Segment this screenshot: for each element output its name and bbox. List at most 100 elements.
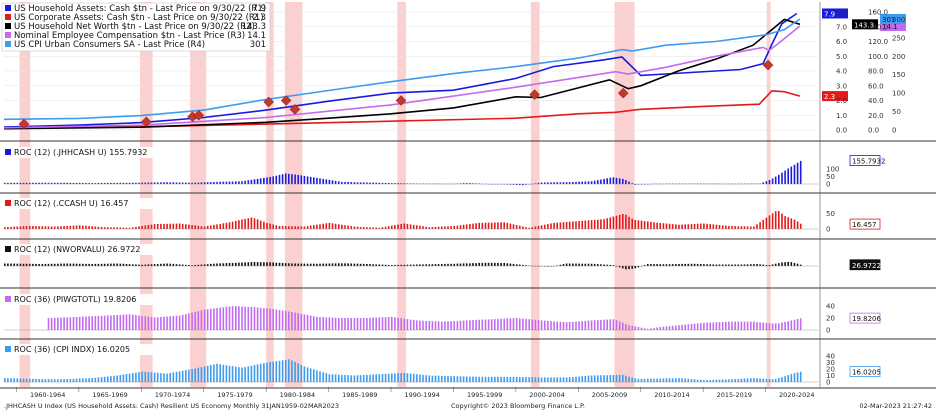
roc3-bar bbox=[659, 264, 661, 266]
roc1-legend-label: ROC (12) (.JHHCASH U) 155.7932 bbox=[14, 148, 147, 157]
roc3-bar bbox=[66, 263, 68, 266]
roc2-bar bbox=[709, 224, 711, 229]
roc5-bar bbox=[472, 376, 474, 382]
roc5-bar bbox=[316, 370, 318, 382]
roc3-bar bbox=[250, 262, 253, 266]
roc2-bar bbox=[13, 226, 15, 229]
roc2-bar bbox=[391, 225, 393, 229]
roc2-bar bbox=[25, 226, 28, 229]
roc2-bar bbox=[122, 227, 125, 229]
roc3-bar bbox=[771, 264, 774, 266]
x-tick-label: 2005-2009 bbox=[592, 391, 627, 399]
roc1-bar bbox=[347, 182, 349, 184]
roc5-bar bbox=[213, 364, 215, 382]
roc3-bar bbox=[681, 263, 683, 266]
roc1-bar bbox=[125, 182, 128, 184]
roc2-bar bbox=[437, 226, 440, 229]
legend-swatch bbox=[5, 41, 11, 47]
roc4-bar bbox=[790, 320, 793, 330]
roc2-bar bbox=[91, 226, 93, 229]
roc5-bar bbox=[41, 379, 44, 382]
roc5-bar bbox=[191, 369, 193, 382]
roc2-bar bbox=[75, 225, 78, 229]
roc2-bar bbox=[72, 225, 75, 229]
axis-R2-tick: 20.0 bbox=[868, 112, 884, 120]
roc3-bar bbox=[400, 264, 402, 266]
roc1-bar bbox=[306, 176, 309, 184]
roc1-last-tag-text: 155.7932 bbox=[852, 158, 885, 166]
recession-band bbox=[397, 2, 407, 387]
roc3-bar bbox=[200, 264, 203, 266]
last-value-tag-text: 143.3 bbox=[854, 21, 874, 29]
roc4-bar bbox=[147, 316, 150, 330]
roc3-bar bbox=[746, 264, 749, 266]
roc1-bar bbox=[169, 182, 171, 184]
roc3-bar bbox=[725, 264, 727, 266]
roc5-bar bbox=[537, 377, 540, 382]
roc3-bar bbox=[728, 264, 730, 266]
roc5-bar bbox=[753, 378, 755, 382]
roc4-bar bbox=[578, 321, 580, 330]
roc5-bar bbox=[434, 375, 437, 382]
roc1-bar bbox=[238, 181, 240, 184]
roc1-bar bbox=[250, 179, 253, 184]
roc4-bar bbox=[709, 322, 711, 330]
roc4-bar bbox=[625, 324, 627, 330]
roc3-legend-bg bbox=[3, 244, 163, 255]
roc3-bar bbox=[490, 262, 493, 266]
roc3-bar bbox=[269, 262, 271, 266]
roc4-bar bbox=[328, 317, 331, 330]
roc2-bar bbox=[681, 224, 683, 229]
roc5-bar bbox=[291, 360, 293, 382]
roc5-bar bbox=[16, 378, 19, 382]
roc5-bar bbox=[540, 377, 543, 382]
roc1-bar bbox=[116, 182, 118, 184]
roc2-bar bbox=[294, 226, 296, 229]
roc1-bar bbox=[4, 182, 6, 184]
roc5-bar bbox=[799, 371, 802, 382]
roc1-bar bbox=[316, 177, 318, 184]
roc2-bar bbox=[512, 224, 515, 229]
roc1-bar bbox=[790, 166, 793, 184]
roc4-bar bbox=[690, 324, 693, 330]
roc4-bar bbox=[150, 317, 153, 330]
roc3-legend-label: ROC (12) (NWORVALU) 26.9722 bbox=[14, 245, 140, 254]
x-tick-label: 1965-1969 bbox=[92, 391, 127, 399]
roc1-tick: 100 bbox=[826, 165, 839, 173]
roc4-bar bbox=[356, 318, 359, 330]
roc4-bar bbox=[266, 308, 268, 330]
roc4-bar bbox=[462, 320, 465, 330]
roc2-bar bbox=[241, 219, 243, 229]
roc3-bar bbox=[778, 263, 780, 266]
roc3-bar bbox=[700, 264, 702, 266]
roc1-bar bbox=[375, 182, 377, 184]
roc1-bar bbox=[475, 183, 477, 184]
roc1-bar bbox=[590, 181, 593, 184]
roc1-bar bbox=[341, 181, 343, 184]
roc5-bar bbox=[178, 371, 181, 382]
roc2-bar bbox=[590, 220, 593, 229]
roc4-bar bbox=[750, 321, 752, 330]
roc2-bar bbox=[622, 214, 624, 229]
roc1-bar bbox=[609, 177, 612, 184]
roc5-bar bbox=[185, 370, 187, 382]
roc1-bar bbox=[381, 182, 384, 184]
roc3-bar bbox=[525, 265, 527, 266]
roc4-bar bbox=[634, 326, 637, 330]
roc5-bar bbox=[369, 374, 371, 382]
roc2-legend-bg bbox=[3, 198, 163, 209]
axis-R1-tick: 8.0 bbox=[836, 9, 847, 17]
roc2-bar bbox=[334, 223, 337, 229]
roc4-bar bbox=[50, 317, 53, 330]
roc4-bar bbox=[703, 322, 705, 330]
roc2-bar bbox=[481, 222, 484, 229]
roc5-bar bbox=[728, 379, 730, 382]
roc5-bar bbox=[200, 367, 203, 382]
roc5-bar bbox=[409, 373, 412, 383]
roc2-bar bbox=[281, 226, 284, 229]
roc4-bar bbox=[506, 318, 509, 330]
axis-R4-tick: 200 bbox=[892, 53, 905, 61]
roc5-bar bbox=[378, 374, 381, 382]
x-tick-label: 1960-1964 bbox=[30, 391, 65, 399]
